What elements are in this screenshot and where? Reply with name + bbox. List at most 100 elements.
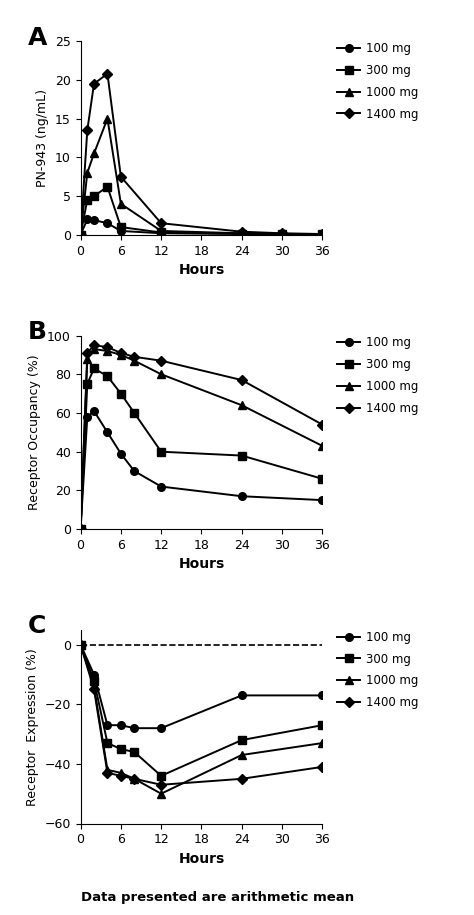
300 mg [84,379,90,390]
100 mg [84,412,90,423]
1400 mg [78,230,83,241]
Text: B: B [27,320,46,344]
Line: 100 mg: 100 mg [77,216,326,239]
1400 mg [158,218,164,229]
1000 mg [78,640,83,651]
1000 mg [319,229,325,240]
100 mg [131,466,137,477]
300 mg [319,720,325,731]
1400 mg [91,339,97,350]
1000 mg [105,113,110,124]
100 mg [319,229,325,240]
100 mg [239,490,245,501]
Line: 300 mg: 300 mg [77,364,326,533]
1400 mg [239,374,245,385]
Line: 1000 mg: 1000 mg [77,114,326,239]
100 mg [131,723,137,734]
100 mg [78,640,83,651]
100 mg [91,405,97,416]
100 mg [239,229,245,240]
1400 mg [78,523,83,534]
100 mg [158,723,164,734]
1400 mg [319,229,325,240]
100 mg [105,218,110,229]
100 mg [91,669,97,680]
100 mg [118,225,124,236]
300 mg [91,675,97,686]
Line: 1400 mg: 1400 mg [77,70,326,239]
100 mg [118,720,124,731]
Line: 1000 mg: 1000 mg [77,345,326,533]
100 mg [158,481,164,492]
300 mg [158,770,164,781]
100 mg [91,215,97,226]
Text: Data presented are arithmetic mean: Data presented are arithmetic mean [81,891,354,904]
1400 mg [319,419,325,430]
1000 mg [118,350,124,361]
1000 mg [78,230,83,241]
1000 mg [131,773,137,784]
300 mg [239,450,245,461]
100 mg [319,690,325,701]
Line: 1400 mg: 1400 mg [77,341,326,533]
1400 mg [279,228,285,239]
1400 mg [131,773,137,784]
Line: 300 mg: 300 mg [77,183,326,239]
1400 mg [319,761,325,772]
Text: A: A [27,26,47,49]
1400 mg [84,124,90,135]
1400 mg [158,355,164,366]
Y-axis label: PN-943 (ng/mL): PN-943 (ng/mL) [36,89,49,187]
1000 mg [239,749,245,760]
1000 mg [105,346,110,357]
300 mg [131,407,137,418]
1400 mg [78,640,83,651]
Y-axis label: Receptor  Expression (%): Receptor Expression (%) [26,648,39,805]
1000 mg [239,400,245,411]
1400 mg [91,684,97,694]
1000 mg [131,355,137,366]
1400 mg [239,773,245,784]
1000 mg [319,440,325,451]
Line: 1000 mg: 1000 mg [77,640,326,798]
300 mg [105,737,110,748]
100 mg [105,426,110,438]
Line: 1400 mg: 1400 mg [77,640,326,789]
100 mg [239,690,245,701]
1400 mg [84,348,90,359]
1400 mg [91,79,97,90]
300 mg [84,195,90,206]
X-axis label: Hours: Hours [178,852,225,866]
1400 mg [105,341,110,352]
1400 mg [118,348,124,359]
1000 mg [91,681,97,692]
300 mg [319,473,325,484]
1000 mg [319,737,325,748]
X-axis label: Hours: Hours [178,264,225,277]
1400 mg [158,780,164,791]
Legend: 100 mg, 300 mg, 1000 mg, 1400 mg: 100 mg, 300 mg, 1000 mg, 1400 mg [332,626,423,714]
300 mg [78,640,83,651]
100 mg [84,214,90,225]
1000 mg [118,199,124,210]
300 mg [239,228,245,239]
300 mg [118,744,124,755]
Line: 300 mg: 300 mg [77,640,326,780]
1000 mg [118,768,124,779]
Line: 100 mg: 100 mg [77,640,326,732]
1000 mg [84,353,90,364]
300 mg [105,371,110,382]
1400 mg [118,770,124,781]
Line: 100 mg: 100 mg [77,407,326,533]
1400 mg [118,171,124,182]
Text: C: C [27,614,46,639]
300 mg [319,229,325,240]
300 mg [78,230,83,241]
300 mg [279,229,285,240]
100 mg [118,448,124,459]
1400 mg [239,226,245,237]
300 mg [158,447,164,458]
Y-axis label: Receptor Occupancy (%): Receptor Occupancy (%) [28,354,41,511]
1000 mg [105,764,110,775]
100 mg [319,495,325,506]
